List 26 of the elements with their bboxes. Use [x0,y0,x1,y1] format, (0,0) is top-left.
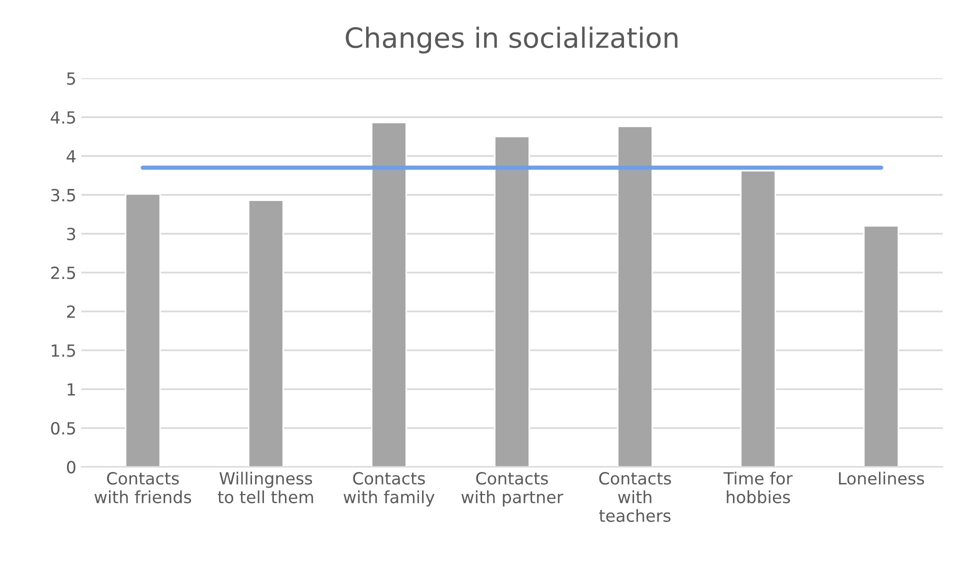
y-tick-label: 1 [68,383,75,396]
bar [494,136,530,467]
x-tick-label: Contacts with friends [94,472,192,504]
y-tick-label: 2 [67,305,75,318]
x-tick-label: Loneliness [839,472,924,485]
bar [740,170,776,467]
y-tick-label: 3.5 [51,188,76,202]
chart-title: Changes in socialization [346,26,678,54]
x-tick-label: Willingness to tell them [218,472,313,504]
x-tick-label: Contacts with partner [461,472,564,507]
bar [248,200,284,467]
bar [863,225,900,467]
x-tick-label: Contacts with teachers [599,472,671,522]
bar [617,126,653,467]
y-tick-label: 0 [66,460,76,474]
y-tick-label: 1.5 [52,344,76,357]
bar [371,122,407,467]
x-tick-label: Contacts with family [344,472,435,507]
y-tick-label: 2.5 [51,266,76,280]
y-tick-label: 4.5 [50,111,76,124]
y-tick-label: 3 [67,228,76,240]
x-tick-label: Time for hobbies [724,472,793,504]
y-tick-label: 5 [67,72,76,85]
y-tick-label: 0.5 [51,422,76,435]
y-tick-label: 4 [66,150,76,162]
bar [124,193,161,467]
